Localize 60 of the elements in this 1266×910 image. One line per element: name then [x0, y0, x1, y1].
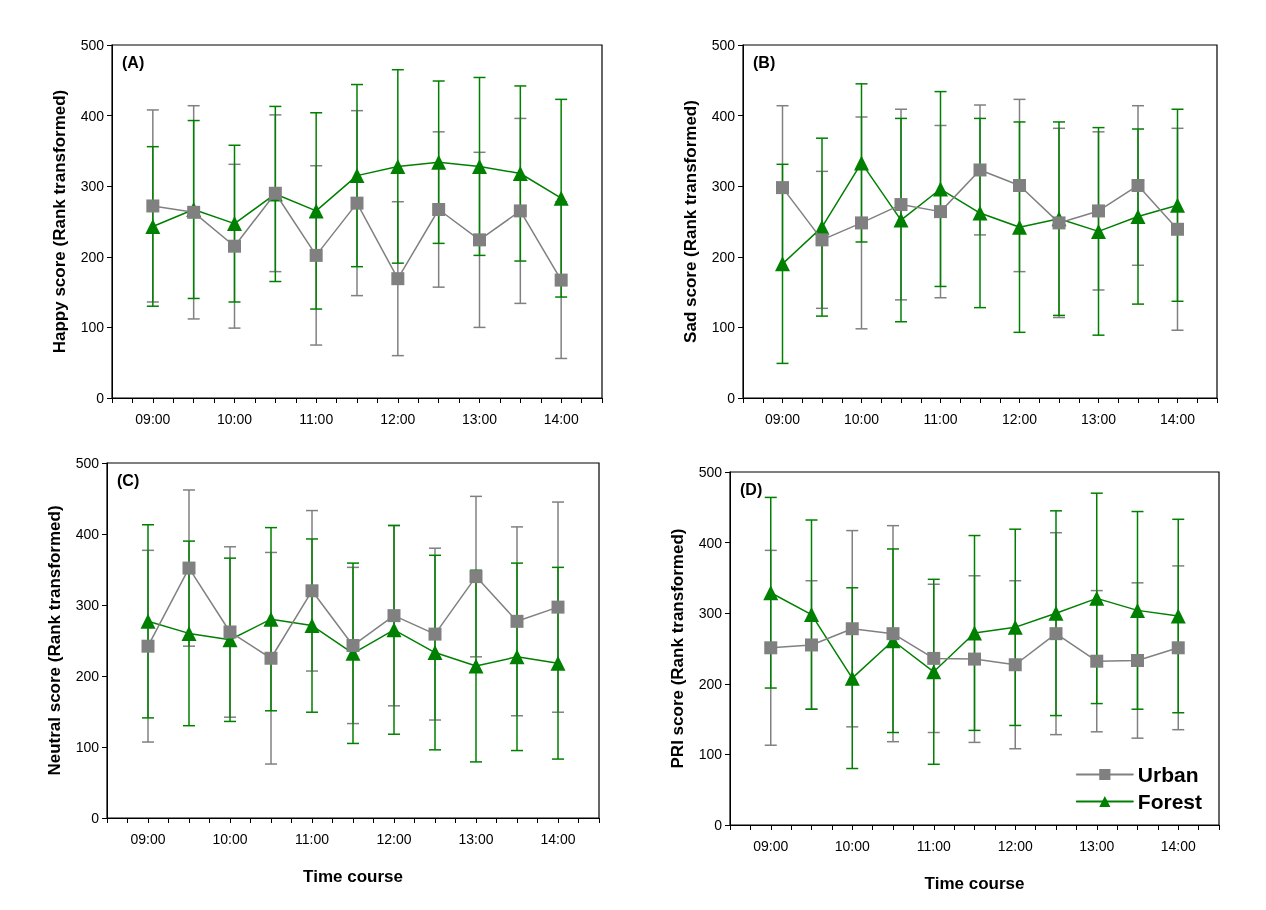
y-tick-label: 200 — [711, 248, 736, 265]
text: (A) — [122, 53, 145, 71]
x-tick-label: 14:00 — [1160, 838, 1196, 854]
x-tick-label: 10:00 — [843, 411, 880, 427]
x-tick-label: 12:00 — [1001, 411, 1038, 427]
y-tick-label: 400 — [711, 107, 736, 124]
x-tick-label: 10:00 — [212, 831, 248, 847]
x-tick-label: 13:00 — [1080, 411, 1117, 427]
x-tick-label: 13:00 — [458, 831, 494, 847]
y-tick-label: 200 — [698, 675, 723, 692]
y-tick-label: 300 — [711, 178, 736, 195]
x-axis-title: Time course — [303, 867, 403, 886]
x-tick-label: 09:00 — [753, 838, 789, 854]
x-tick-label: 11:00 — [923, 411, 958, 427]
y-tick-label: 400 — [75, 526, 100, 542]
legend-label: Forest — [1137, 790, 1203, 813]
x-tick-label: 10:00 — [834, 838, 870, 854]
y-tick-label: 100 — [75, 739, 100, 755]
x-tick-label: 11:00 — [916, 838, 951, 854]
x-tick-label: 14:00 — [540, 831, 576, 847]
y-tick-label: 0 — [727, 390, 736, 406]
y-tick-label: 500 — [711, 37, 736, 53]
y-tick-label: 500 — [80, 37, 105, 53]
x-tick-label: 14:00 — [1159, 411, 1196, 427]
y-tick-label: 300 — [75, 597, 100, 613]
y-tick-label: 500 — [698, 464, 723, 480]
text: (B) — [753, 53, 776, 71]
text: (C) — [117, 471, 140, 489]
y-tick-label: 400 — [80, 107, 105, 124]
y-tick-label: 400 — [698, 534, 723, 551]
y-tick-label: 200 — [80, 248, 105, 265]
x-tick-label: 09:00 — [135, 411, 171, 427]
x-tick-label: 11:00 — [295, 831, 330, 847]
x-tick-label: 14:00 — [543, 411, 579, 427]
x-axis-title: Time course — [924, 874, 1025, 893]
y-axis-title: PRI score (Rank transformed) — [668, 528, 687, 769]
x-tick-label: 09:00 — [764, 411, 801, 427]
x-tick-label: 13:00 — [461, 411, 498, 427]
y-tick-label: 100 — [698, 746, 723, 763]
x-tick-label: 09:00 — [130, 831, 166, 847]
x-tick-label: 13:00 — [1079, 838, 1115, 854]
x-tick-label: 10:00 — [216, 411, 253, 427]
legend-label: Urban — [1137, 763, 1199, 786]
y-tick-label: 0 — [714, 817, 723, 833]
y-tick-label: 0 — [91, 810, 100, 826]
y-axis-title: Sad score (Rank transformed) — [681, 100, 700, 343]
y-tick-label: 300 — [698, 605, 723, 622]
y-tick-label: 200 — [75, 668, 100, 684]
x-tick-label: 12:00 — [997, 838, 1033, 854]
x-tick-label: 12:00 — [380, 411, 416, 427]
y-tick-label: 100 — [711, 319, 736, 336]
x-tick-label: 12:00 — [376, 831, 412, 847]
x-tick-label: 11:00 — [299, 411, 334, 427]
text: (D) — [740, 480, 763, 498]
y-tick-label: 100 — [80, 319, 105, 336]
y-axis-title: Neutral score (Rank transformed) — [45, 505, 64, 776]
y-tick-label: 300 — [80, 178, 105, 195]
y-tick-label: 0 — [96, 390, 105, 406]
y-tick-label: 500 — [75, 455, 100, 471]
y-axis-title: Happy score (Rank transformed) — [50, 89, 69, 354]
